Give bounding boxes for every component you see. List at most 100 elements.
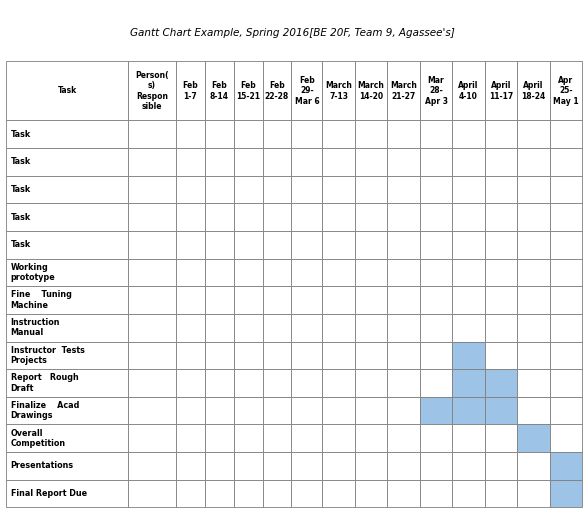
Bar bbox=[128, 452, 176, 480]
Bar bbox=[452, 61, 485, 120]
Bar bbox=[322, 203, 355, 231]
Bar bbox=[205, 342, 233, 369]
Text: Feb
1-7: Feb 1-7 bbox=[182, 81, 198, 100]
Bar bbox=[291, 397, 322, 424]
Bar bbox=[485, 231, 517, 259]
Bar bbox=[517, 369, 550, 397]
Bar bbox=[263, 231, 291, 259]
Bar bbox=[485, 397, 517, 424]
Bar bbox=[550, 369, 582, 397]
Text: Feb
22-28: Feb 22-28 bbox=[265, 81, 289, 100]
Bar bbox=[291, 203, 322, 231]
Bar bbox=[322, 61, 355, 120]
Bar bbox=[420, 148, 452, 176]
Bar bbox=[176, 480, 205, 507]
Bar bbox=[355, 148, 387, 176]
Bar bbox=[355, 231, 387, 259]
Bar bbox=[233, 369, 263, 397]
Bar bbox=[355, 259, 387, 286]
Text: April
4-10: April 4-10 bbox=[458, 81, 479, 100]
Bar bbox=[355, 61, 387, 120]
Bar bbox=[205, 397, 233, 424]
Bar bbox=[485, 452, 517, 480]
Bar bbox=[355, 452, 387, 480]
Bar bbox=[485, 369, 517, 397]
Bar bbox=[6, 120, 128, 148]
Bar bbox=[452, 203, 485, 231]
Bar bbox=[452, 259, 485, 286]
Bar bbox=[322, 369, 355, 397]
Bar bbox=[263, 61, 291, 120]
Bar bbox=[517, 424, 550, 452]
Bar bbox=[517, 480, 550, 507]
Bar bbox=[205, 259, 233, 286]
Bar bbox=[517, 259, 550, 286]
Bar bbox=[291, 259, 322, 286]
Bar bbox=[176, 203, 205, 231]
Bar bbox=[322, 397, 355, 424]
Bar bbox=[517, 120, 550, 148]
Bar bbox=[452, 231, 485, 259]
Bar bbox=[387, 203, 420, 231]
Text: Feb
15-21: Feb 15-21 bbox=[236, 81, 260, 100]
Text: Final Report Due: Final Report Due bbox=[11, 489, 87, 498]
Bar bbox=[517, 176, 550, 203]
Bar bbox=[452, 314, 485, 342]
Bar bbox=[485, 424, 517, 452]
Bar bbox=[263, 342, 291, 369]
Text: Mar
28-
Apr 3: Mar 28- Apr 3 bbox=[425, 76, 448, 106]
Bar bbox=[128, 397, 176, 424]
Bar bbox=[128, 203, 176, 231]
Text: Working
prototype: Working prototype bbox=[11, 263, 55, 282]
Bar bbox=[6, 61, 128, 120]
Bar bbox=[291, 424, 322, 452]
Bar bbox=[291, 231, 322, 259]
Text: Task: Task bbox=[11, 130, 31, 139]
Bar bbox=[291, 120, 322, 148]
Bar bbox=[128, 148, 176, 176]
Bar bbox=[291, 176, 322, 203]
Bar bbox=[485, 286, 517, 314]
Bar bbox=[387, 314, 420, 342]
Text: Person(
s)
Respon
sible: Person( s) Respon sible bbox=[135, 71, 168, 111]
Bar bbox=[233, 203, 263, 231]
Bar bbox=[128, 286, 176, 314]
Bar bbox=[263, 452, 291, 480]
Bar bbox=[517, 148, 550, 176]
Bar bbox=[387, 231, 420, 259]
Text: Task: Task bbox=[11, 212, 31, 222]
Bar bbox=[176, 424, 205, 452]
Bar bbox=[233, 424, 263, 452]
Bar bbox=[176, 148, 205, 176]
Bar bbox=[387, 480, 420, 507]
Text: Gantt Chart Example, Spring 2016[BE 20F, Team 9, Agassee's]: Gantt Chart Example, Spring 2016[BE 20F,… bbox=[130, 28, 455, 38]
Text: Finalize    Acad
Drawings: Finalize Acad Drawings bbox=[11, 401, 79, 420]
Bar bbox=[176, 452, 205, 480]
Text: April
18-24: April 18-24 bbox=[521, 81, 546, 100]
Bar bbox=[485, 342, 517, 369]
Bar bbox=[233, 314, 263, 342]
Bar bbox=[233, 259, 263, 286]
Bar bbox=[420, 176, 452, 203]
Bar bbox=[263, 397, 291, 424]
Bar bbox=[517, 231, 550, 259]
Bar bbox=[176, 61, 205, 120]
Text: Report   Rough
Draft: Report Rough Draft bbox=[11, 373, 78, 393]
Bar bbox=[355, 424, 387, 452]
Bar bbox=[387, 286, 420, 314]
Bar bbox=[128, 231, 176, 259]
Bar bbox=[176, 314, 205, 342]
Bar bbox=[550, 148, 582, 176]
Bar bbox=[291, 452, 322, 480]
Bar bbox=[6, 452, 128, 480]
Bar bbox=[322, 424, 355, 452]
Bar bbox=[355, 369, 387, 397]
Bar bbox=[355, 342, 387, 369]
Bar bbox=[322, 176, 355, 203]
Bar bbox=[420, 480, 452, 507]
Bar bbox=[550, 424, 582, 452]
Bar bbox=[176, 397, 205, 424]
Bar bbox=[550, 452, 582, 480]
Bar bbox=[452, 176, 485, 203]
Bar bbox=[128, 61, 176, 120]
